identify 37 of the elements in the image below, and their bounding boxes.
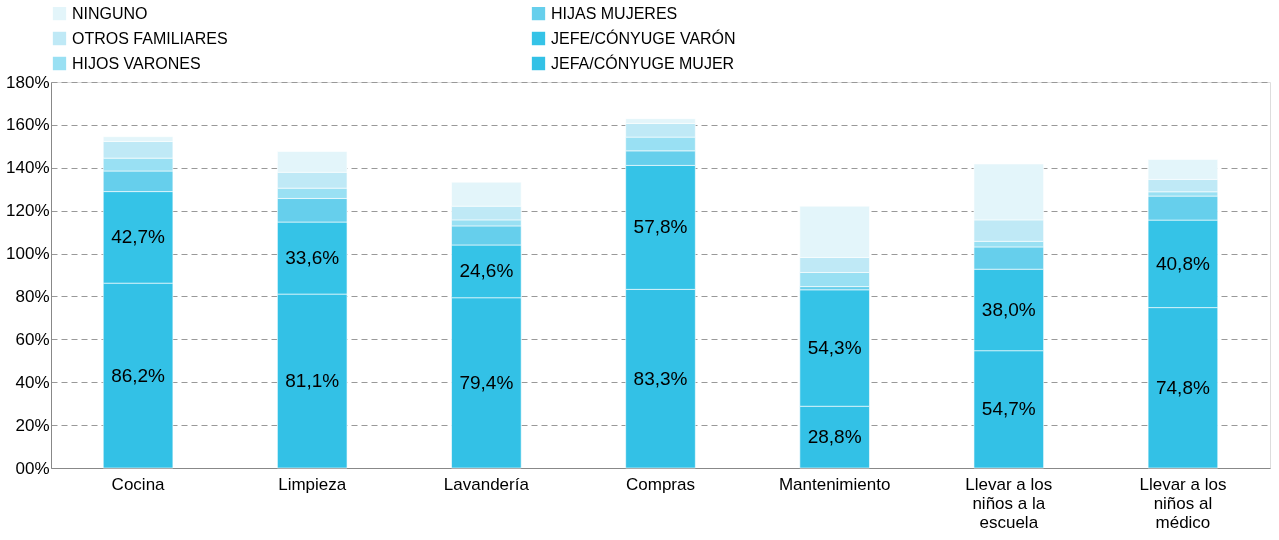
data-label: 38,0% bbox=[981, 298, 1036, 320]
data-label: 24,6% bbox=[459, 260, 514, 282]
y-tick-label: 20% bbox=[15, 415, 50, 435]
data-label: 54,3% bbox=[807, 337, 862, 359]
x-tick-label: Lavandería bbox=[443, 474, 530, 494]
data-label: 83,3% bbox=[633, 367, 688, 389]
x-tick-label: Mantenimiento bbox=[778, 474, 891, 494]
legend-label: HIJAS MUJERES bbox=[551, 4, 678, 22]
data-label: 42,7% bbox=[111, 226, 166, 248]
y-tick-label: 00% bbox=[15, 458, 50, 478]
data-label: 57,8% bbox=[633, 216, 688, 238]
data-label: 54,7% bbox=[981, 398, 1036, 420]
data-label: 86,2% bbox=[111, 364, 166, 386]
x-tick-label: Limpieza bbox=[278, 474, 347, 494]
y-tick-label: 160% bbox=[6, 115, 50, 135]
y-tick-label: 120% bbox=[6, 201, 50, 221]
data-label: 74,8% bbox=[1155, 376, 1210, 398]
y-tick-label: 140% bbox=[6, 158, 50, 178]
legend-label: JEFA/CÓNYUGE MUJER bbox=[551, 53, 735, 72]
data-label: 79,4% bbox=[459, 371, 514, 393]
x-tick-label: Llevar a los niños a la escuela bbox=[965, 474, 1053, 532]
legend-label: OTROS FAMILIARES bbox=[72, 29, 228, 47]
x-tick-label: Llevar a los niños al médico bbox=[1139, 474, 1227, 532]
data-label: 81,1% bbox=[285, 370, 340, 392]
legend-label: NINGUNO bbox=[72, 4, 148, 22]
y-tick-label: 100% bbox=[6, 244, 50, 264]
y-tick-label: 180% bbox=[6, 72, 50, 92]
y-tick-label: 40% bbox=[15, 372, 50, 392]
legend-label: JEFE/CÓNYUGE VARÓN bbox=[551, 28, 736, 47]
y-tick-label: 80% bbox=[15, 286, 50, 306]
x-tick-label: Cocina bbox=[111, 474, 166, 494]
data-label: 28,8% bbox=[807, 426, 862, 448]
legend-label: HIJOS VARONES bbox=[72, 54, 201, 72]
x-tick-label: Compras bbox=[626, 474, 695, 494]
data-label: 33,6% bbox=[285, 247, 340, 269]
data-label: 40,8% bbox=[1155, 252, 1210, 274]
y-tick-label: 60% bbox=[15, 329, 50, 349]
